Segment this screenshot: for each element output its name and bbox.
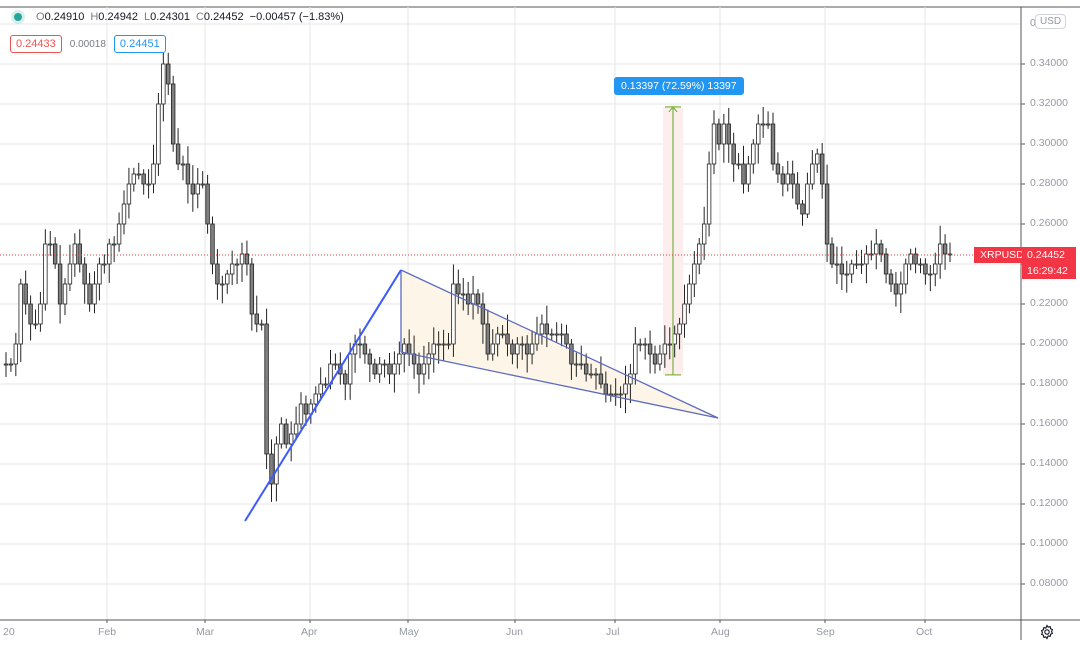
time-tick-label: 20 xyxy=(3,626,15,638)
symbol-label: XRPUSD xyxy=(974,247,1030,263)
time-tick-label: Feb xyxy=(98,626,117,638)
change-value: −0.00457 (−1.83%) xyxy=(249,11,344,23)
spread-value: 0.00018 xyxy=(69,38,106,50)
time-tick-label: Apr xyxy=(301,626,318,638)
time-tick-label: Jul xyxy=(606,626,620,638)
close-label: C xyxy=(195,11,204,23)
price-tick-label: 0.08000 xyxy=(1030,577,1068,589)
time-tick-label: Oct xyxy=(916,626,933,638)
time-tick-label: May xyxy=(399,626,419,638)
price-tick-label: 0.16000 xyxy=(1030,417,1068,429)
price-tick-label: 0.12000 xyxy=(1030,497,1068,509)
price-axis-top-label: 0 xyxy=(1030,17,1036,29)
trade-buttons: 0.24433 0.00018 0.24451 xyxy=(10,35,166,53)
open-label: O xyxy=(36,11,45,23)
time-tick-label: Mar xyxy=(196,626,215,638)
gear-icon[interactable] xyxy=(1039,624,1055,640)
low-label: L xyxy=(144,11,151,23)
price-tick-label: 0.30000 xyxy=(1030,137,1068,149)
market-status-icon xyxy=(14,13,22,21)
time-tick-label: Jun xyxy=(506,626,523,638)
currency-button[interactable]: USD xyxy=(1035,14,1067,29)
open-value: 0.24910 xyxy=(44,11,85,23)
price-tick-label: 0.26000 xyxy=(1030,217,1068,229)
price-tick-label: 0.34000 xyxy=(1030,57,1068,69)
price-tick-label: 0.22000 xyxy=(1030,297,1068,309)
low-value: 0.24301 xyxy=(150,11,190,23)
bar-countdown: 16:29:42 xyxy=(1022,263,1076,279)
ohlc-legend: O 0.24910 H 0.24942 L 0.24301 C 0.24452 −0.0… xyxy=(14,11,350,23)
price-tick-label: 0.10000 xyxy=(1030,537,1068,549)
measure-label: 0.13397 (72.59%) 13397 xyxy=(614,77,744,95)
high-label: H xyxy=(90,11,99,23)
price-tick-label: 0.32000 xyxy=(1030,97,1068,109)
close-value: 0.24452 xyxy=(203,11,244,23)
time-tick-label: Sep xyxy=(816,626,835,638)
price-tick-label: 0.20000 xyxy=(1030,337,1068,349)
last-price-label: 0.24452 xyxy=(1022,247,1076,263)
time-tick-label: Aug xyxy=(711,626,730,638)
price-tick-label: 0.18000 xyxy=(1030,377,1068,389)
high-value: 0.24942 xyxy=(98,11,139,23)
sell-button[interactable]: 0.24433 xyxy=(10,35,62,53)
buy-button[interactable]: 0.24451 xyxy=(113,35,166,53)
price-tick-label: 0.28000 xyxy=(1030,177,1068,189)
price-tick-label: 0.14000 xyxy=(1030,457,1068,469)
